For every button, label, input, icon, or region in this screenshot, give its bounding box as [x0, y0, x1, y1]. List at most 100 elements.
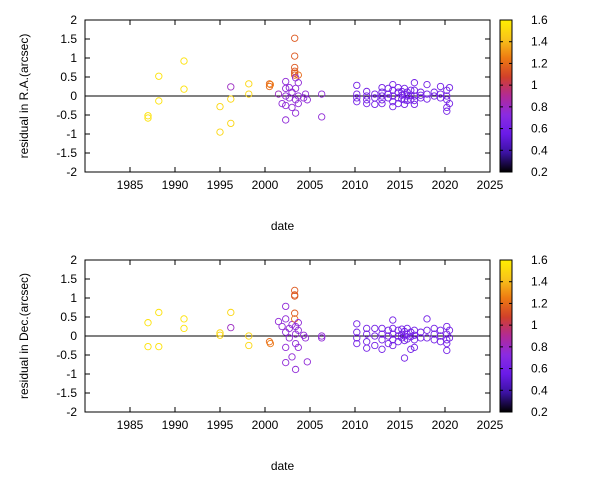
x-tick-label: 1995	[207, 178, 234, 192]
data-point	[443, 107, 451, 115]
data-point	[400, 100, 409, 109]
data-point	[371, 341, 379, 350]
data-point	[291, 322, 300, 331]
data-point	[353, 328, 361, 336]
data-point	[282, 315, 290, 323]
y-tick-label: -0.5	[56, 108, 77, 122]
data-point	[291, 309, 299, 317]
data-point	[291, 63, 299, 72]
data-point	[294, 319, 302, 327]
y-tick-label: -0.5	[56, 348, 77, 362]
data-point	[318, 334, 326, 342]
y-axis-label: residual in Dec.(arcsec)	[17, 273, 31, 399]
data-point	[384, 90, 392, 98]
data-point	[291, 286, 299, 295]
data-point	[216, 128, 224, 136]
data-point	[363, 96, 371, 104]
data-point	[410, 96, 419, 105]
data-point	[216, 329, 224, 337]
data-point	[180, 57, 188, 65]
data-point	[288, 103, 296, 112]
data-point	[227, 119, 235, 128]
data-point	[378, 99, 386, 108]
colorbar-tick-label: 1.2	[531, 296, 548, 310]
data-point	[423, 315, 431, 323]
data-point	[245, 332, 253, 340]
data-point	[227, 323, 235, 332]
data-point	[278, 99, 286, 108]
data-point	[389, 98, 397, 106]
data-point	[443, 330, 451, 338]
data-point	[443, 92, 451, 100]
data-point	[291, 69, 299, 77]
colorbar-tick-label: 1.6	[531, 13, 548, 27]
data-point	[423, 95, 431, 103]
data-point	[155, 72, 163, 80]
data-point	[363, 344, 371, 352]
data-point	[363, 87, 371, 96]
data-point	[353, 320, 361, 328]
data-point	[423, 90, 431, 98]
colorbar-tick-label: 1.4	[531, 275, 548, 289]
y-tick-label: -1.5	[56, 386, 77, 400]
colorbar-tick-label: 1	[531, 78, 538, 92]
data-point	[430, 88, 438, 96]
data-point	[266, 339, 275, 348]
y-tick-label: 1.5	[60, 272, 77, 286]
data-point	[378, 88, 386, 96]
data-point	[294, 92, 302, 100]
x-tick-label: 2000	[252, 418, 279, 432]
data-point	[285, 334, 293, 342]
data-point	[303, 358, 311, 366]
y-tick-label: 0	[70, 329, 77, 343]
data-point	[363, 92, 371, 100]
data-point	[265, 80, 274, 88]
data-point	[282, 84, 290, 93]
data-point	[403, 335, 411, 343]
data-point	[245, 80, 253, 88]
data-point	[227, 83, 235, 91]
data-point	[144, 319, 152, 327]
x-tick-label: 2005	[297, 418, 324, 432]
y-tick-label: 2	[70, 253, 77, 267]
data-point	[227, 308, 235, 317]
data-point	[423, 326, 431, 334]
data-point	[378, 345, 386, 353]
y-tick-label: 1	[70, 291, 77, 305]
data-point	[363, 99, 371, 108]
data-point	[291, 330, 300, 338]
y-axis-label: residual in R.A.(arcsec)	[17, 34, 31, 159]
x-tick-label: 1990	[162, 178, 189, 192]
data-point	[443, 346, 451, 355]
data-point	[144, 342, 152, 351]
data-point	[443, 96, 451, 104]
colorbar-tick-label: 0.8	[531, 340, 548, 354]
data-point	[291, 339, 300, 348]
data-point	[410, 100, 419, 109]
data-point	[300, 94, 308, 102]
x-tick-label: 2025	[477, 178, 504, 192]
data-point	[282, 77, 290, 86]
data-point	[155, 308, 163, 317]
data-point	[245, 341, 253, 350]
colorbar-tick-label: 0.4	[531, 143, 548, 157]
data-point	[155, 342, 163, 351]
data-point	[155, 97, 163, 105]
data-point	[180, 315, 188, 323]
data-point	[291, 292, 299, 300]
data-point	[216, 102, 224, 111]
data-point	[288, 353, 296, 361]
data-point	[353, 334, 361, 342]
data-point	[294, 343, 302, 352]
data-point	[378, 96, 386, 104]
x-tick-label: 1990	[162, 418, 189, 432]
data-point	[180, 324, 188, 333]
data-point	[445, 334, 454, 342]
data-point	[353, 339, 361, 348]
data-point	[378, 336, 386, 344]
y-tick-label: -1	[66, 127, 77, 141]
y-tick-label: -1	[66, 367, 77, 381]
data-point	[407, 91, 415, 99]
data-point	[423, 334, 431, 342]
